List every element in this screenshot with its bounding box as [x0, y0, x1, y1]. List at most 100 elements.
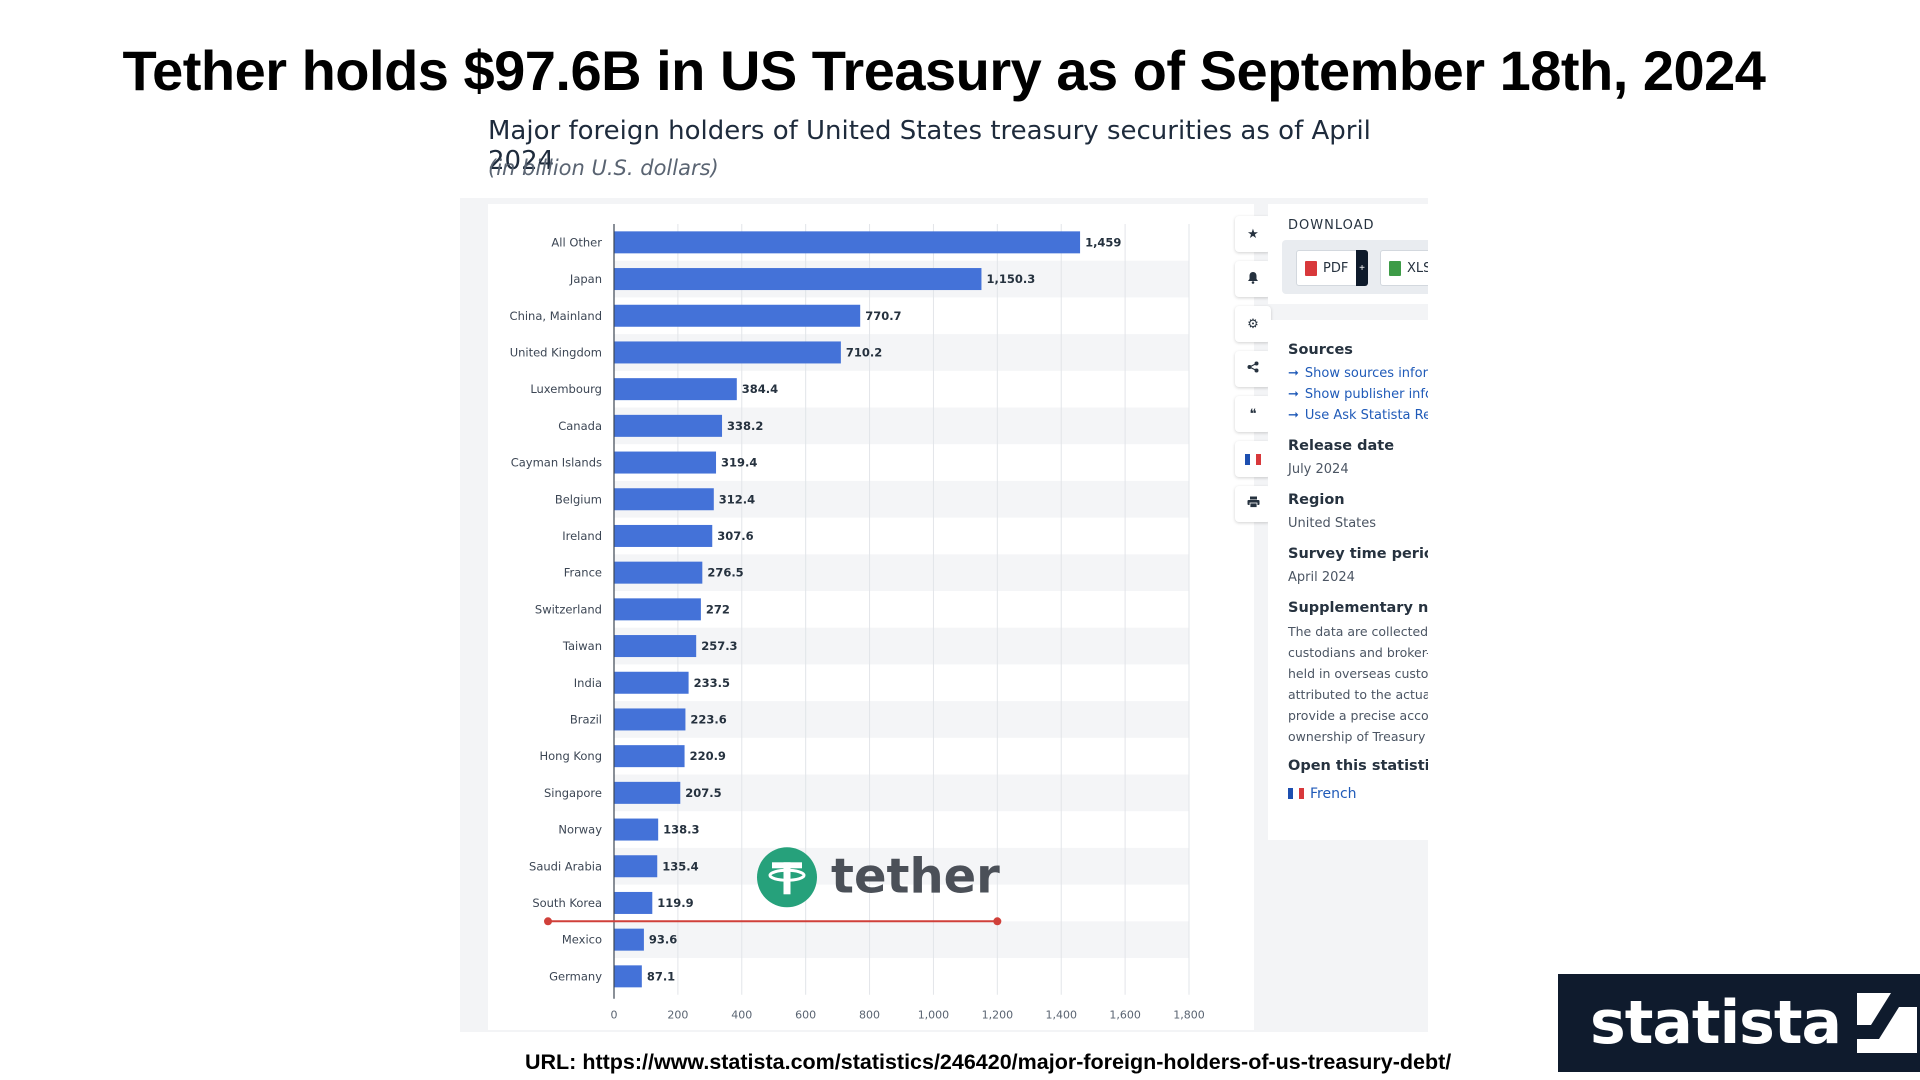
supplementary-notes-title: Supplementary not	[1288, 600, 1428, 616]
category-label: Belgium	[555, 492, 602, 506]
settings-button[interactable]: ⚙	[1235, 306, 1271, 342]
category-label: Taiwan	[562, 639, 602, 653]
star-icon: ★	[1247, 226, 1259, 242]
show-publisher-link[interactable]: ➞ Show publisher info	[1288, 387, 1428, 402]
x-tick-label: 1,200	[982, 1009, 1014, 1022]
category-label: Cayman Islands	[511, 456, 602, 470]
bar	[614, 524, 713, 547]
x-tick-label: 600	[795, 1009, 816, 1022]
value-label: 1,150.3	[986, 272, 1035, 286]
ask-statista-link[interactable]: ➞ Use Ask Statista Res	[1288, 408, 1428, 423]
category-label: Mexico	[562, 933, 602, 947]
quote-icon: ❝	[1249, 406, 1257, 422]
category-label: Brazil	[570, 712, 602, 726]
bar	[614, 304, 861, 327]
row-band	[614, 554, 1189, 591]
supplementary-note-line: The data are collected |	[1288, 624, 1428, 639]
supplementary-note-line: held in overseas custoc	[1288, 666, 1428, 681]
open-in-french-link[interactable]: French	[1288, 786, 1357, 802]
bar	[614, 781, 681, 804]
value-label: 207.5	[685, 786, 721, 800]
open-statistic-title: Open this statistic i	[1288, 758, 1428, 774]
language-button[interactable]	[1235, 441, 1271, 477]
gear-icon: ⚙	[1247, 316, 1259, 332]
pdf-button[interactable]: PDF	[1296, 250, 1358, 286]
value-label: 93.6	[649, 933, 677, 947]
value-label: 338.2	[727, 419, 763, 433]
bar	[614, 451, 717, 474]
category-label: Japan	[569, 272, 602, 286]
ask-statista-label: Use Ask Statista Res	[1304, 408, 1428, 423]
french-label: French	[1310, 786, 1357, 802]
tether-reference-endpoint	[544, 917, 552, 926]
statista-screenshot: Major foreign holders of United States t…	[460, 108, 1428, 1032]
print-button[interactable]	[1235, 486, 1271, 522]
value-label: 319.4	[721, 456, 757, 470]
category-label: Hong Kong	[539, 749, 602, 763]
sources-title: Sources	[1288, 342, 1353, 358]
row-band	[614, 774, 1189, 812]
arrow-right-icon: ➞	[1288, 387, 1299, 402]
value-label: 312.4	[719, 492, 755, 506]
category-label: Germany	[549, 969, 602, 983]
cite-button[interactable]: ❝	[1235, 396, 1271, 432]
notification-button[interactable]	[1235, 261, 1271, 297]
tether-logo-mark	[783, 862, 791, 895]
row-band	[614, 627, 1189, 665]
supplementary-note-line: custodians and broker-	[1288, 645, 1428, 660]
category-label: India	[574, 676, 602, 690]
category-label: Luxembourg	[530, 382, 602, 396]
category-label: Ireland	[562, 529, 602, 543]
tether-wordmark: tether	[831, 848, 1000, 904]
xls-label: XLS	[1407, 260, 1428, 276]
region-value: United States	[1288, 516, 1377, 531]
supplementary-note-line: attributed to the actual	[1288, 687, 1428, 702]
share-button[interactable]	[1235, 351, 1271, 387]
category-label: Switzerland	[535, 602, 602, 616]
bar	[614, 818, 659, 841]
download-title: DOWNLOAD	[1288, 218, 1375, 233]
show-sources-label: Show sources inforr	[1304, 366, 1428, 381]
value-label: 770.7	[865, 309, 901, 323]
value-label: 223.6	[690, 712, 726, 726]
survey-period-value: April 2024	[1288, 570, 1355, 585]
bar	[614, 268, 982, 291]
pdf-plus-button[interactable]: +	[1356, 250, 1368, 286]
pdf-label: PDF	[1323, 260, 1349, 276]
row-band	[614, 847, 1189, 885]
category-label: China, Mainland	[510, 309, 602, 323]
value-label: 257.3	[701, 639, 737, 653]
arrow-right-icon: ➞	[1288, 366, 1299, 381]
print-icon	[1247, 496, 1260, 512]
favorite-button[interactable]: ★	[1235, 216, 1271, 252]
xls-file-icon	[1389, 260, 1401, 276]
x-tick-label: 1,000	[918, 1009, 950, 1022]
tether-logo-mark	[768, 868, 806, 882]
share-icon	[1247, 361, 1259, 377]
bar	[614, 341, 841, 364]
category-label: Singapore	[544, 786, 602, 800]
supplementary-note-line: ownership of Treasury	[1288, 729, 1426, 744]
chart-card: All Other 1,459 Japan 1,150.3 China, Mainlan…	[488, 204, 1271, 1030]
release-date-value: July 2024	[1288, 462, 1349, 477]
arrow-right-icon: ➞	[1288, 408, 1299, 423]
category-label: United Kingdom	[510, 345, 602, 359]
value-label: 307.6	[717, 529, 753, 543]
xls-button[interactable]: XLS	[1380, 250, 1428, 286]
bar	[614, 488, 714, 511]
value-label: 233.5	[694, 676, 730, 690]
x-tick-label: 1,400	[1045, 1009, 1077, 1022]
survey-period-title: Survey time period	[1288, 546, 1428, 562]
value-label: 220.9	[690, 749, 726, 763]
show-sources-link[interactable]: ➞ Show sources inforr	[1288, 366, 1428, 381]
x-tick-label: 1,800	[1173, 1009, 1205, 1022]
pdf-file-icon	[1305, 260, 1317, 276]
bar	[614, 928, 644, 951]
value-label: 384.4	[742, 382, 778, 396]
bell-icon	[1247, 271, 1259, 288]
x-tick-label: 1,600	[1109, 1009, 1141, 1022]
value-label: 272	[706, 602, 730, 616]
bar	[614, 414, 723, 437]
french-flag-icon	[1288, 788, 1304, 799]
value-label: 87.1	[647, 969, 675, 983]
